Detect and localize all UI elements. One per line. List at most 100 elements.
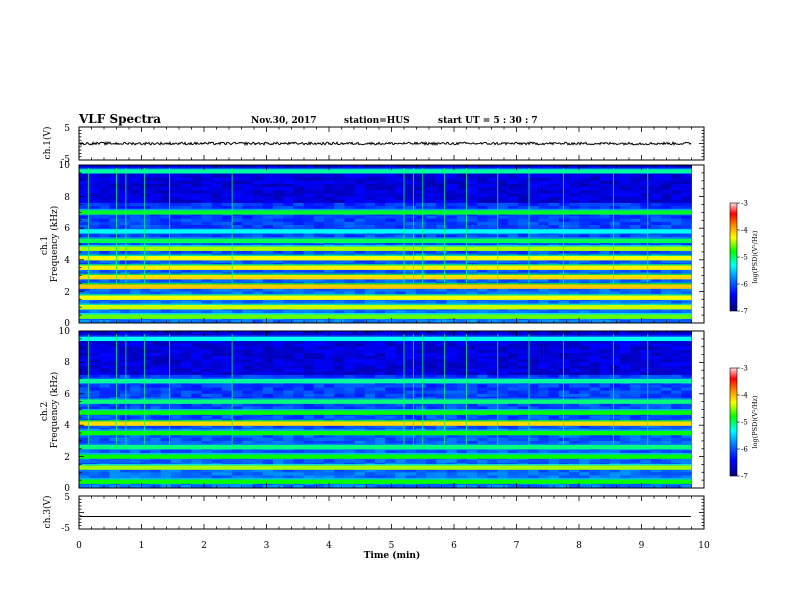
spec1-cell <box>170 183 182 188</box>
spec2-cell <box>538 340 549 344</box>
spec2-cell <box>201 331 213 335</box>
spec1-cell <box>272 187 284 191</box>
spec2-cell <box>181 387 192 392</box>
spec1-cell <box>140 187 151 191</box>
spec1-cell <box>671 291 682 295</box>
spec1-cell <box>252 174 264 179</box>
spec1-cell <box>538 269 549 273</box>
spec1-cell <box>477 269 488 273</box>
spec2-cell <box>232 340 243 344</box>
spec1-cell <box>395 259 407 264</box>
spec1-cell <box>640 278 652 283</box>
spec1-cell <box>660 180 672 185</box>
spec1-cell <box>650 221 662 226</box>
spec1-cell <box>375 199 386 204</box>
spec1-cell <box>405 259 417 264</box>
spec2-cell <box>589 403 601 407</box>
spec1-cell <box>354 206 366 210</box>
spec1-cell <box>620 215 631 220</box>
spec2-cell <box>589 384 601 388</box>
spec1-cell <box>466 221 478 226</box>
spec1-cell <box>620 199 631 204</box>
spec2-cell <box>170 331 182 335</box>
spec1-cell <box>354 187 366 191</box>
ch1-ylabel-line1: ch.1 <box>40 236 50 255</box>
spec2-cell <box>181 393 192 398</box>
spec1-cell <box>630 177 641 182</box>
spec1-cell <box>313 206 325 210</box>
spec1-cell <box>671 190 682 194</box>
spec2-cell <box>364 365 376 370</box>
spec2-cell <box>395 359 407 363</box>
spec2-cell <box>426 352 437 357</box>
spec2-cell <box>303 359 315 363</box>
spec1-cell <box>395 234 407 239</box>
spec1-cell <box>456 215 468 220</box>
spec2-cell <box>150 346 162 351</box>
spec2-cell <box>181 349 192 354</box>
spec1-cell <box>181 278 192 283</box>
spec1-cell <box>385 187 396 191</box>
spec1-cell <box>79 234 90 239</box>
spec1-cell <box>262 177 274 182</box>
spec2-cell <box>252 415 264 420</box>
spec2-cell <box>436 403 447 407</box>
spec2-cell <box>681 371 692 376</box>
spec2-cell <box>650 365 662 370</box>
spec2-cell <box>221 362 233 366</box>
spec2-cell <box>548 393 560 398</box>
spec2-cell <box>364 359 376 363</box>
spec1-cell <box>650 174 662 179</box>
spec2-cell <box>528 390 539 395</box>
spec1-cell <box>385 218 396 223</box>
spec2-cell <box>232 390 243 395</box>
spec2-cell <box>558 359 570 363</box>
spec2-cell <box>272 406 284 410</box>
spec1-cell <box>201 187 213 191</box>
spec1-cell <box>599 177 611 182</box>
spec2-cell <box>640 393 652 398</box>
spec1-cell <box>79 288 90 292</box>
spec1-cell <box>119 165 131 169</box>
spec1-cell <box>405 310 417 314</box>
spec2-cell <box>130 368 141 373</box>
spec1-cell <box>364 291 376 295</box>
spec2-cell <box>517 384 529 388</box>
spec2-cell <box>630 356 641 360</box>
spec1-cell <box>354 193 366 197</box>
spec1-cell <box>181 291 192 295</box>
spec2-cell <box>385 356 396 360</box>
spec2-cell <box>466 349 478 354</box>
spec1-cell <box>395 202 407 207</box>
spec1-cell <box>201 199 213 204</box>
spec2-cell <box>660 406 672 410</box>
spec1-cell <box>477 196 488 201</box>
spec2-cell <box>109 387 121 392</box>
spec2-cell <box>160 390 172 395</box>
spec1-cell <box>119 196 131 201</box>
spec1-cell <box>681 215 692 220</box>
spec2-cell <box>681 352 692 357</box>
spec1-cell <box>293 221 304 226</box>
spec1-cell <box>528 215 539 220</box>
spec1-cell <box>130 269 141 273</box>
spec1-cell <box>538 193 549 197</box>
spec1-cell <box>232 221 243 226</box>
spec1-cell <box>293 202 304 207</box>
spec2-cell <box>507 352 519 357</box>
spec2-cell <box>609 384 621 388</box>
spec1-cell <box>181 180 192 185</box>
spec1-cell <box>109 234 121 239</box>
spec1-cell <box>313 300 325 305</box>
spec1-cell <box>272 221 284 226</box>
spec1-cell <box>293 174 304 179</box>
spec2-cell <box>344 359 356 363</box>
spec1-cell <box>548 278 560 283</box>
spec1-cell <box>313 269 325 273</box>
spec2-cell <box>487 390 498 395</box>
spec2-cell <box>507 390 519 395</box>
spec1-cell <box>99 288 111 292</box>
spec2-cell <box>130 403 141 407</box>
spec1-cell <box>334 310 345 314</box>
ch1-spectrogram-image <box>79 165 692 324</box>
